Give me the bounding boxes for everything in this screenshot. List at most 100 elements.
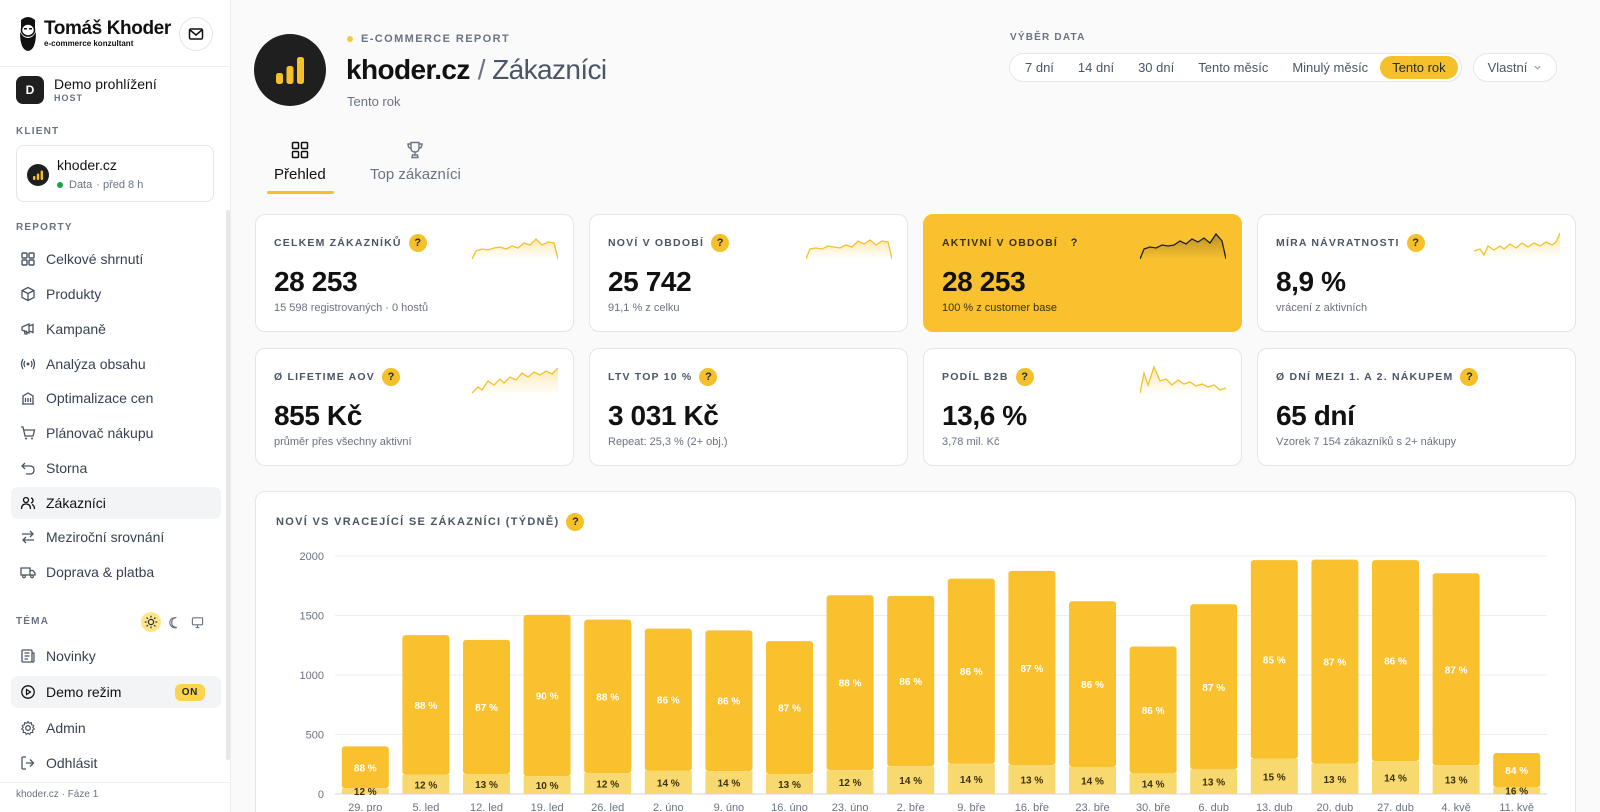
nav-item-planovac-nakupu[interactable]: Plánovač nákupu: [11, 417, 221, 449]
reports-section-label: REPORTY: [16, 222, 73, 233]
nav-item-novinky[interactable]: Novinky: [11, 640, 221, 672]
nav-item-produkty[interactable]: Produkty: [11, 278, 221, 310]
grid-icon: [21, 252, 35, 266]
kpi-value: 855 Kč: [274, 400, 362, 431]
bar-new-customers: [1432, 573, 1480, 766]
bar-returning-pct-label: 13 %: [778, 780, 801, 791]
mail-button[interactable]: [179, 17, 213, 51]
nav-label: Meziroční srovnání: [46, 529, 165, 545]
kpi-card-lifetime-aov: Ø LIFETIME AOV? 855 Kč průměr přes všech…: [255, 348, 574, 466]
x-tick-label: 5. led: [412, 802, 439, 812]
kpi-subtext: Vzorek 7 154 zákazníků s 2+ nákupy: [1276, 436, 1457, 448]
undo-icon: [21, 462, 35, 475]
bar-new-pct-label: 86 %: [960, 667, 983, 678]
nav-item-zakaznici[interactable]: Zákazníci: [11, 487, 221, 519]
nav-label: Zákazníci: [46, 495, 106, 511]
bar-returning-customers: [644, 770, 692, 794]
help-icon[interactable]: ?: [1406, 234, 1425, 252]
nav-item-demo-rezim[interactable]: Demo režim ON: [11, 676, 221, 708]
custom-date-dropdown[interactable]: Vlastní: [1473, 53, 1557, 82]
bar-new-pct-label: 86 %: [1081, 680, 1104, 691]
date-option-14-dni[interactable]: 14 dní: [1077, 60, 1115, 75]
bar-returning-customers: [1372, 761, 1419, 794]
nav-item-optimalizace-cen[interactable]: Optimalizace cen: [11, 382, 221, 414]
date-option-minuly-mesic[interactable]: Minulý měsíc: [1292, 60, 1369, 75]
nav-item-admin[interactable]: Admin: [11, 712, 221, 744]
chart-title: NOVÍ VS VRACEJÍCÍ SE ZÁKAZNÍCI (TÝDNĚ)?: [276, 513, 585, 531]
nav-item-doprava-platba[interactable]: Doprava & platba: [11, 556, 221, 588]
date-option-30-dni[interactable]: 30 dní: [1138, 60, 1175, 75]
divider: [0, 66, 231, 67]
sparkline: [1140, 232, 1226, 260]
play-circle-icon: [21, 685, 35, 699]
bar-new-customers: [1069, 601, 1116, 768]
bar-new-pct-label: 86 %: [718, 697, 741, 708]
user-profile[interactable]: D Demo prohlížení HOST: [16, 76, 157, 104]
x-tick-label: 2. bře: [897, 802, 925, 812]
sparkline: [1140, 365, 1226, 395]
truck-icon: [20, 567, 36, 579]
kpi-card-podil-b2b: PODÍL B2B? 13,6 % 3,78 mil. Kč: [923, 348, 1242, 466]
theme-light-button[interactable]: [141, 612, 161, 632]
bar-new-pct-label: 85 %: [1263, 656, 1286, 667]
bar-returning-pct-label: 16 %: [1505, 787, 1528, 798]
kpi-label: MÍRA NÁVRATNOSTI?: [1276, 234, 1425, 252]
bar-returning-pct-label: 13 %: [1445, 776, 1468, 787]
date-option-7-dni[interactable]: 7 dní: [1025, 60, 1054, 75]
bar-returning-pct-label: 13 %: [1021, 775, 1044, 786]
help-icon[interactable]: ?: [1460, 368, 1479, 386]
bar-chart-icon: [276, 57, 304, 84]
help-icon[interactable]: ?: [1015, 368, 1034, 386]
kpi-card-ltv-top-10: LTV TOP 10 %? 3 031 Kč Repeat: 25,3 % (2…: [589, 348, 908, 466]
bar-returning-pct-label: 15 %: [1263, 772, 1286, 783]
nav-item-odhlasit[interactable]: Odhlásit: [11, 747, 221, 779]
x-tick-label: 26. led: [591, 802, 624, 812]
divider: [0, 782, 231, 783]
kpi-subtext: průměr přes všechny aktivní: [274, 436, 412, 448]
nav-label: Plánovač nákupu: [46, 425, 154, 441]
bar-returning-pct-label: 12 %: [415, 780, 438, 791]
help-icon[interactable]: ?: [382, 368, 400, 386]
tab-prehled[interactable]: Přehled: [274, 140, 326, 194]
nav-item-storna[interactable]: Storna: [11, 452, 221, 484]
sparkline: [472, 367, 558, 395]
nav-item-analyza-obsahu[interactable]: Analýza obsahu: [11, 348, 221, 380]
bar-new-pct-label: 86 %: [1142, 706, 1165, 717]
kpi-value: 28 253: [274, 266, 358, 297]
kpi-subtext: 3,78 mil. Kč: [942, 436, 1000, 448]
date-option-tento-mesic[interactable]: Tento měsíc: [1198, 60, 1269, 75]
bar-new-pct-label: 87 %: [1445, 665, 1468, 676]
theme-system-button[interactable]: [187, 612, 207, 632]
theme-dark-button[interactable]: [164, 612, 184, 632]
nav-item-celkove-shrnuti[interactable]: Celkové shrnutí: [11, 243, 221, 275]
kpi-label-text: CELKEM ZÁKAZNÍKŮ: [274, 237, 402, 249]
logout-icon: [21, 756, 35, 770]
bar-returning-customers: [1432, 765, 1480, 794]
report-eyebrow-text: E-COMMERCE REPORT: [361, 33, 511, 45]
kpi-card-dni-mezi-nakupy: Ø DNÍ MEZI 1. A 2. NÁKUPEM? 65 dní Vzore…: [1257, 348, 1576, 466]
nav-item-kampane[interactable]: Kampaně: [11, 313, 221, 345]
nav-label: Kampaně: [46, 321, 106, 337]
help-icon[interactable]: ?: [408, 234, 427, 252]
nav-item-mezirocni-srovnani[interactable]: Meziroční srovnání: [11, 521, 221, 553]
help-icon[interactable]: ?: [699, 368, 718, 386]
tab-top-zakaznici[interactable]: Top zákazníci: [370, 140, 461, 194]
bar-returning-pct-label: 13 %: [475, 780, 498, 791]
chevron-down-icon: [1534, 65, 1541, 70]
kpi-value: 65 dní: [1276, 400, 1355, 431]
sidebar-scrollbar[interactable]: [226, 210, 230, 760]
help-icon[interactable]: ?: [711, 234, 730, 252]
report-eyebrow: E-COMMERCE REPORT: [347, 33, 510, 45]
help-icon[interactable]: ?: [1070, 237, 1078, 249]
brand[interactable]: Tomáš Khoder e-commerce konzultant: [16, 14, 171, 52]
bar-new-customers: [705, 630, 753, 772]
help-icon[interactable]: ?: [566, 513, 585, 531]
kpi-label-text: LTV TOP 10 %: [608, 371, 693, 383]
bar-new-customers: [1311, 559, 1359, 764]
x-tick-label: 9. úno: [714, 802, 745, 812]
broadcast-icon: [20, 358, 36, 370]
client-selector[interactable]: khoder.cz Data · před 8 h: [16, 145, 214, 202]
nav-label: Odhlásit: [46, 755, 98, 771]
x-tick-label: 16. úno: [771, 802, 808, 812]
date-option-tento-rok[interactable]: Tento rok: [1380, 56, 1458, 79]
